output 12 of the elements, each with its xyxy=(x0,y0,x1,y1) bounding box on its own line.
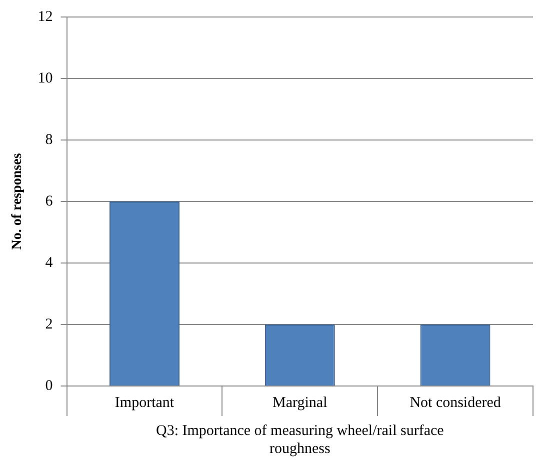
y-axis-title: No. of responses xyxy=(10,152,26,250)
x-tick-label: Marginal xyxy=(272,394,328,411)
y-tick-label: 0 xyxy=(45,378,53,394)
x-tick-label: Not considered xyxy=(410,394,502,411)
y-tick-label: 2 xyxy=(45,316,53,332)
x-axis-title: Q3: Importance of measuring wheel/rail surface roughness xyxy=(156,422,444,457)
y-tick-label: 4 xyxy=(45,254,54,271)
y-tick-label: 6 xyxy=(45,193,54,210)
x-tick-label: Important xyxy=(114,394,175,411)
y-tick-label: 10 xyxy=(38,70,53,86)
y-tick-label: 8 xyxy=(45,132,53,148)
y-tick-label: 12 xyxy=(38,8,53,25)
